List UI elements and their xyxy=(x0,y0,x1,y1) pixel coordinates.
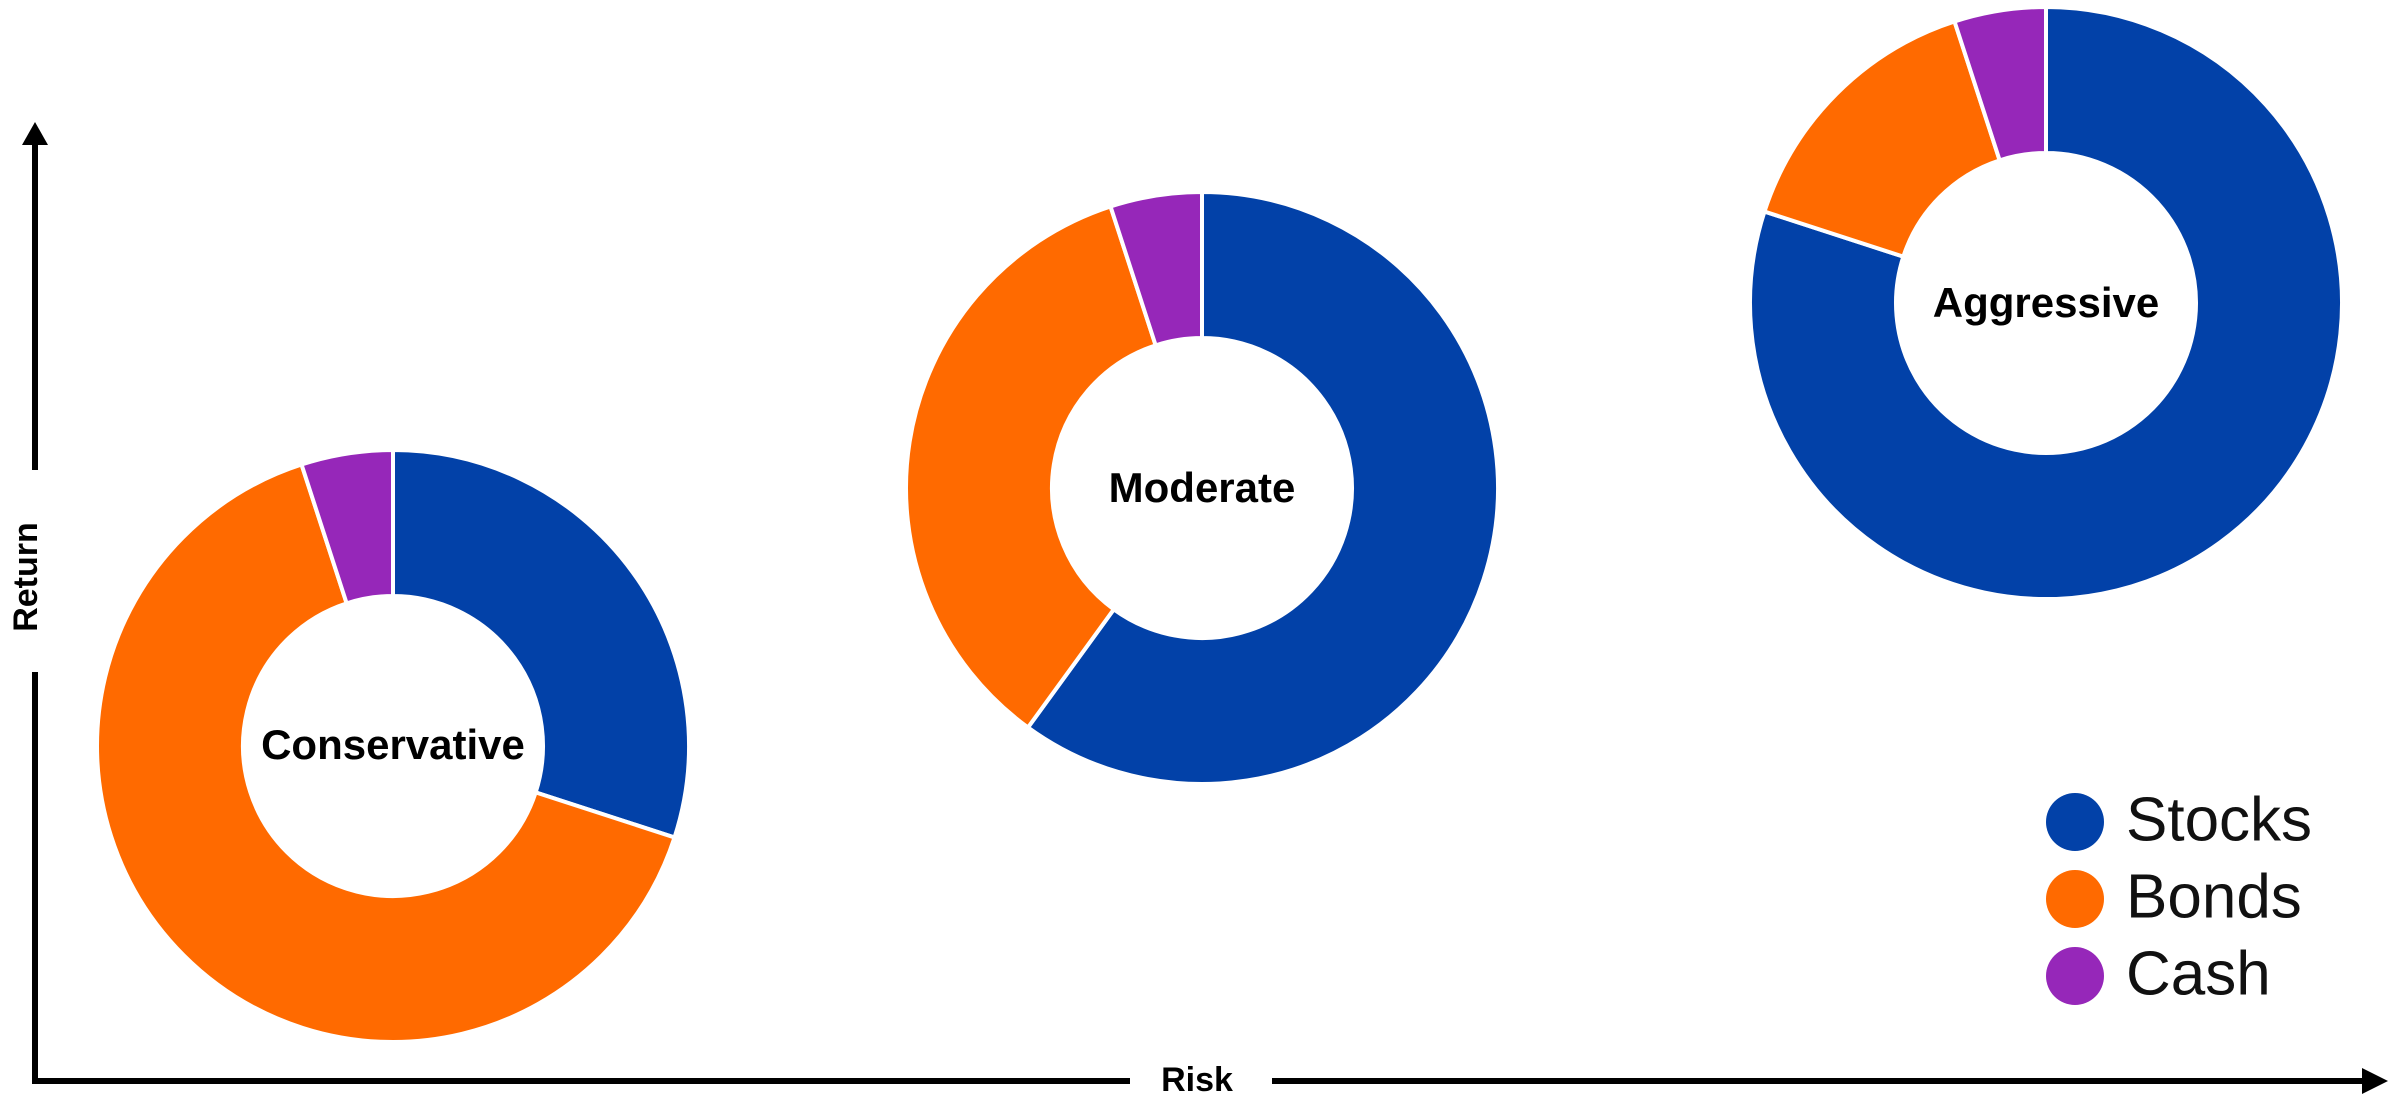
donut-label-moderate: Moderate xyxy=(1109,464,1296,511)
donut-conservative: Conservative xyxy=(95,447,691,1044)
x-axis-label: Risk xyxy=(1161,1061,1233,1096)
donut-aggressive: Aggressive xyxy=(1748,4,2344,601)
y-axis-arrow-icon xyxy=(22,122,48,145)
legend-swatch-stocks xyxy=(2046,793,2104,851)
slice-conservative-stocks xyxy=(391,447,691,840)
legend-label-stocks: Stocks xyxy=(2126,785,2312,854)
slice-moderate-cash xyxy=(1108,189,1204,348)
donut-label-aggressive: Aggressive xyxy=(1933,279,2159,326)
x-axis-arrow-icon xyxy=(2362,1068,2388,1094)
slice-aggressive-cash xyxy=(1952,4,2048,163)
legend-label-cash: Cash xyxy=(2126,939,2271,1008)
y-axis-label: Return xyxy=(7,522,45,632)
slice-moderate-bonds xyxy=(904,203,1159,731)
legend-swatch-bonds xyxy=(2046,870,2104,928)
donut-label-conservative: Conservative xyxy=(261,721,525,768)
legend-item-bonds: Bonds xyxy=(2046,862,2302,931)
slice-conservative-bonds xyxy=(95,461,678,1044)
donut-moderate: Moderate xyxy=(904,189,1500,786)
slice-conservative-cash xyxy=(299,447,395,606)
legend: Stocks Bonds Cash xyxy=(2046,785,2312,1008)
slice-moderate-stocks xyxy=(1025,189,1500,786)
legend-label-bonds: Bonds xyxy=(2126,862,2302,931)
y-axis: Return xyxy=(7,122,48,1082)
legend-item-cash: Cash xyxy=(2046,939,2271,1008)
legend-swatch-cash xyxy=(2046,947,2104,1005)
x-axis: Risk xyxy=(32,1061,2388,1096)
slice-aggressive-stocks xyxy=(1748,4,2344,601)
legend-item-stocks: Stocks xyxy=(2046,785,2312,854)
slice-aggressive-bonds xyxy=(1761,18,2003,260)
